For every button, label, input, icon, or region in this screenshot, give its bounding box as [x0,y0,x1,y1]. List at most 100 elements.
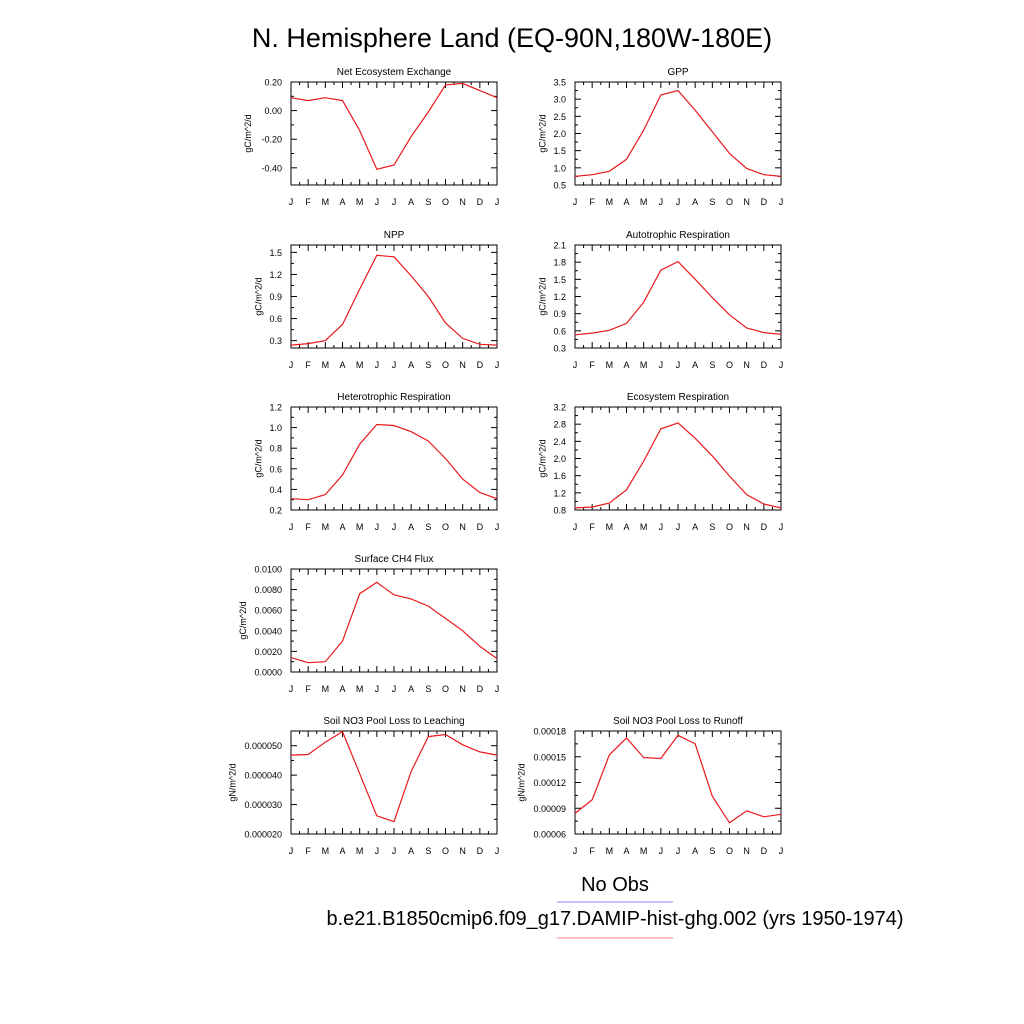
x-tick-label: M [356,846,364,856]
x-tick-label: N [743,360,750,370]
plot-frame [290,406,498,511]
x-tick-label: D [761,197,768,207]
x-tick-label: J [779,846,784,856]
x-tick-label: N [743,846,750,856]
x-tick-label: M [640,522,648,532]
y-tick-label: 0.000030 [244,800,282,810]
x-tick-label: N [459,846,466,856]
x-tick-label: A [339,846,345,856]
y-tick-label: 2.0 [553,454,566,464]
x-tick-label: J [779,197,784,207]
y-tick-label: 0.000020 [244,830,282,840]
x-tick-label: M [356,360,364,370]
y-tick-label: 1.8 [553,258,566,268]
y-tick-label: 0.9 [553,309,566,319]
y-tick-label: 2.8 [553,420,566,430]
x-tick-label: F [589,522,595,532]
x-tick-label: F [305,846,311,856]
series-line [290,581,498,664]
x-tick-label: A [408,522,414,532]
x-tick-label: J [375,522,380,532]
y-tick-label: 1.2 [553,292,566,302]
x-tick-label: N [743,197,750,207]
series-line [290,254,498,346]
x-tick-label: A [408,197,414,207]
x-tick-label: A [339,360,345,370]
y-tick-label: 2.1 [553,241,566,251]
chart-title: Autotrophic Respiration [626,230,730,241]
x-tick-label: J [375,846,380,856]
x-tick-label: J [495,522,500,532]
x-tick-label: M [322,197,330,207]
x-tick-label: J [495,846,500,856]
x-tick-label: J [676,360,681,370]
x-tick-label: A [408,846,414,856]
x-tick-label: J [392,846,397,856]
x-tick-label: J [495,197,500,207]
x-tick-label: S [425,360,431,370]
y-tick-label: 1.2 [269,403,282,413]
x-tick-label: M [322,846,330,856]
x-tick-label: A [623,846,629,856]
x-tick-label: A [623,197,629,207]
x-tick-label: S [709,197,715,207]
x-tick-label: S [709,846,715,856]
x-tick-label: O [726,846,733,856]
x-tick-label: M [640,197,648,207]
x-tick-label: A [408,360,414,370]
x-tick-label: O [442,360,449,370]
x-tick-label: J [779,360,784,370]
x-tick-label: D [761,360,768,370]
plot-frame [290,81,498,186]
chart-title: Surface CH4 Flux [355,554,434,565]
x-tick-label: N [459,360,466,370]
x-tick-label: J [392,360,397,370]
x-tick-label: J [573,522,578,532]
x-tick-label: M [606,360,614,370]
y-tick-label: 3.2 [553,403,566,413]
x-tick-label: J [659,197,664,207]
y-tick-label: 1.2 [553,488,566,498]
x-tick-label: J [676,846,681,856]
y-tick-label: 0.0060 [254,606,282,616]
x-tick-label: D [477,684,484,694]
x-tick-label: A [692,197,698,207]
x-tick-label: A [692,522,698,532]
y-tick-label: 2.5 [553,112,566,122]
x-tick-label: O [726,522,733,532]
y-tick-label: 0.5 [553,181,566,191]
x-tick-label: F [589,360,595,370]
x-tick-label: J [289,522,294,532]
series-line [290,423,498,501]
x-tick-label: J [659,360,664,370]
y-axis-label: gC/m^2/d [238,601,248,639]
chart-title: Soil NO3 Pool Loss to Runoff [613,716,743,727]
x-tick-label: D [477,522,484,532]
y-tick-label: -0.20 [261,135,282,145]
x-tick-label: M [606,846,614,856]
x-tick-label: M [356,522,364,532]
chart-title: NPP [384,230,405,241]
y-tick-label: 0.00 [264,106,282,116]
y-tick-label: 0.00015 [533,752,566,762]
x-tick-label: A [339,522,345,532]
x-tick-label: J [289,846,294,856]
y-axis-label: gN/m^2/d [517,763,527,801]
x-tick-label: F [305,197,311,207]
x-tick-label: F [305,684,311,694]
y-tick-label: 0.0100 [254,565,282,575]
y-tick-label: 1.2 [269,270,282,280]
x-tick-label: J [573,360,578,370]
plot-frame [290,244,498,349]
x-tick-label: J [289,360,294,370]
x-tick-label: N [459,197,466,207]
plot-frame [290,568,498,673]
x-tick-label: M [322,684,330,694]
y-tick-label: 0.000050 [244,741,282,751]
x-tick-label: O [442,522,449,532]
y-tick-label: 1.5 [553,275,566,285]
